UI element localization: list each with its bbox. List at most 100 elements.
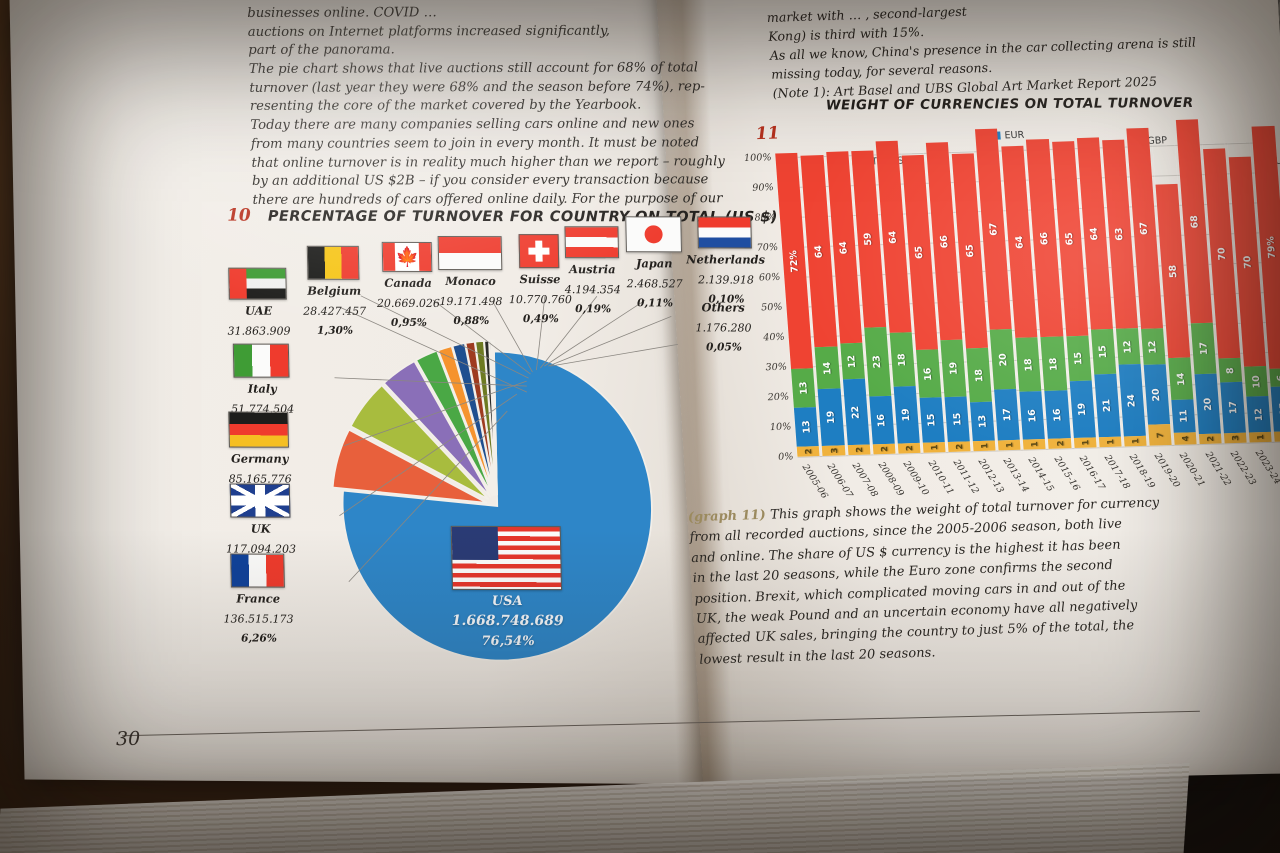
- bar-segment-gbp: 6: [1269, 368, 1280, 387]
- bar-segment-gbp: 18: [889, 332, 916, 387]
- y-axis-tick: 20%: [767, 391, 790, 404]
- bar-segment-eur: 17: [994, 388, 1021, 441]
- pie-label-usa-value: 1.668.748.689: [451, 613, 564, 630]
- y-axis-tick: 40%: [762, 331, 786, 344]
- left-page-paragraph: businesses online. COVID … auctions on In…: [247, 3, 773, 210]
- bar-value-label: 19: [825, 410, 838, 424]
- flag-japan-icon: [625, 216, 682, 253]
- paragraph-line: part of the panorama.: [248, 42, 395, 59]
- pie-label-monaco-country: Monaco: [445, 273, 496, 289]
- pie-label-belgium-country: Belgium: [307, 283, 362, 298]
- paragraph-line: Today there are many companies selling c…: [250, 116, 695, 134]
- pie-slice: [382, 360, 492, 498]
- bar-segment-others: 2: [796, 446, 820, 457]
- bar-segment-eur: 19: [893, 386, 920, 444]
- bar-segment-gbp: 15: [1065, 335, 1092, 382]
- bar-segment-gbp: 10: [1244, 366, 1269, 397]
- paragraph-line: by an additional US $2B – if you conside…: [251, 172, 709, 190]
- bar-value-label: 15: [1097, 344, 1110, 359]
- bar-value-label: 19: [947, 361, 960, 376]
- caption-cue: (graph 11): [687, 507, 771, 526]
- flag-monaco-icon: [437, 235, 503, 271]
- bar-segment-others: 3: [822, 445, 846, 456]
- bar-value-label: 20: [997, 352, 1010, 366]
- pie-graphic: [284, 336, 711, 677]
- bar-segment-gbp: 18: [1015, 337, 1042, 392]
- bar-value-label: 70: [1241, 254, 1254, 269]
- bar-value-label: 63: [1113, 227, 1126, 241]
- bar-value-label: 64: [887, 230, 900, 244]
- pie-label-suisse-percent: 0,49%: [522, 313, 559, 326]
- bar-value-label: 65: [964, 244, 977, 258]
- pie-label-austria: Austria 4.194.354 0,19%: [563, 226, 621, 317]
- pie-label-canada: 🍁 Canada 20.669.026 0,95%: [376, 241, 441, 331]
- pie-label-others-percent: 0,05%: [705, 341, 743, 354]
- bar-value-label: 8: [1224, 366, 1237, 374]
- pie-label-austria-percent: 0,19%: [575, 303, 612, 316]
- bar-value-label: 12: [1122, 339, 1135, 354]
- y-axis-tick: 10%: [769, 421, 792, 434]
- bar-value-label: 79%: [1265, 236, 1279, 259]
- bar-segment-others: 2: [1198, 433, 1222, 445]
- bar-segment-others: 3: [1224, 432, 1247, 444]
- bar-value-label: 11: [1177, 409, 1190, 423]
- pie-label-usa: USA 1.668.748.689 76,54%: [406, 525, 609, 651]
- bar-segment-eur: 15: [1271, 386, 1280, 432]
- bar-value-label: 16: [1051, 407, 1064, 422]
- bar-segment-eur: 11: [1171, 399, 1196, 433]
- bar-value-label: 1: [1079, 439, 1091, 446]
- bar-value-label: 72%: [788, 249, 801, 273]
- bar-segment-eur: 16: [1044, 390, 1071, 439]
- pie-label-monaco: Monaco 19.171.498 0,88%: [437, 235, 504, 329]
- bar-segment-others: 1: [1249, 431, 1273, 443]
- bar-value-label: 64: [813, 244, 825, 258]
- bar-value-label: 2: [853, 446, 864, 453]
- paragraph-line: resenting the core of the market covered…: [249, 97, 642, 115]
- bar-segment-gbp: 18: [966, 347, 993, 403]
- bar-value-label: 3: [828, 447, 839, 454]
- bar-value-label: 64: [837, 240, 850, 255]
- y-axis-tick: 90%: [751, 182, 775, 194]
- bar-value-label: 24: [1126, 393, 1139, 407]
- bar-value-label: 67: [1138, 221, 1151, 236]
- paragraph-line: that online turnover is in reality much …: [251, 153, 726, 171]
- bar-segment-others: 2: [947, 441, 971, 452]
- y-axis-tick: 60%: [758, 271, 781, 284]
- bar-value-label: 21: [1101, 398, 1114, 413]
- pie-label-suisse-country: Suisse: [519, 272, 561, 287]
- bar-value-label: 1: [979, 442, 990, 449]
- pie-label-italy-country: Italy: [247, 381, 277, 396]
- bar-value-label: 68: [1188, 214, 1201, 229]
- bar-segment-gbp: 23: [863, 327, 892, 397]
- pie-slice: [341, 350, 653, 662]
- bar-value-label: 6: [1275, 374, 1280, 381]
- bar-segment-others: 1: [972, 440, 996, 452]
- pie-label-austria-country: Austria: [568, 262, 616, 277]
- bar-segment-gbp: 8: [1218, 357, 1243, 383]
- flag-uk-icon: [229, 483, 291, 518]
- bar-value-label: 14: [821, 361, 834, 375]
- bar-value-label: 18: [896, 352, 909, 367]
- pie-label-japan-percent: 0,11%: [636, 297, 674, 310]
- bar-segment-others: 7: [1147, 424, 1172, 446]
- bar-value-label: 12: [1252, 407, 1265, 421]
- bar-value-label: 17: [1227, 400, 1240, 415]
- figure-10-pie-chart: 10 PERCENTAGE OF TURNOVER FOR COUNTRY ON…: [223, 196, 778, 697]
- bar-segment-others: 1: [1073, 437, 1097, 449]
- bar-segment-gbp: 20: [989, 329, 1017, 390]
- bar-value-label: 2: [1054, 440, 1065, 447]
- flag-uae-icon: [228, 267, 288, 300]
- bar-value-label: 2: [1205, 435, 1216, 442]
- bar-value-label: 20: [1150, 387, 1163, 402]
- pie-label-suisse-value: 10.770.760: [508, 292, 573, 306]
- bar-segment-others: 2: [1048, 438, 1072, 449]
- pie-slice: [492, 339, 498, 496]
- bar-segment-others: 2: [847, 444, 871, 456]
- bar-value-label: 18: [1047, 357, 1060, 371]
- bar-segment-eur: 12: [1246, 395, 1272, 433]
- bar-value-label: 1: [1029, 441, 1040, 448]
- figure-11-title: WEIGHT OF CURRENCIES ON TOTAL TURNOVER: [825, 95, 1194, 114]
- bar-segment-gbp: 18: [1040, 336, 1067, 391]
- pie-label-france-country: France: [236, 591, 281, 606]
- pie-label-germany-country: Germany: [230, 451, 289, 466]
